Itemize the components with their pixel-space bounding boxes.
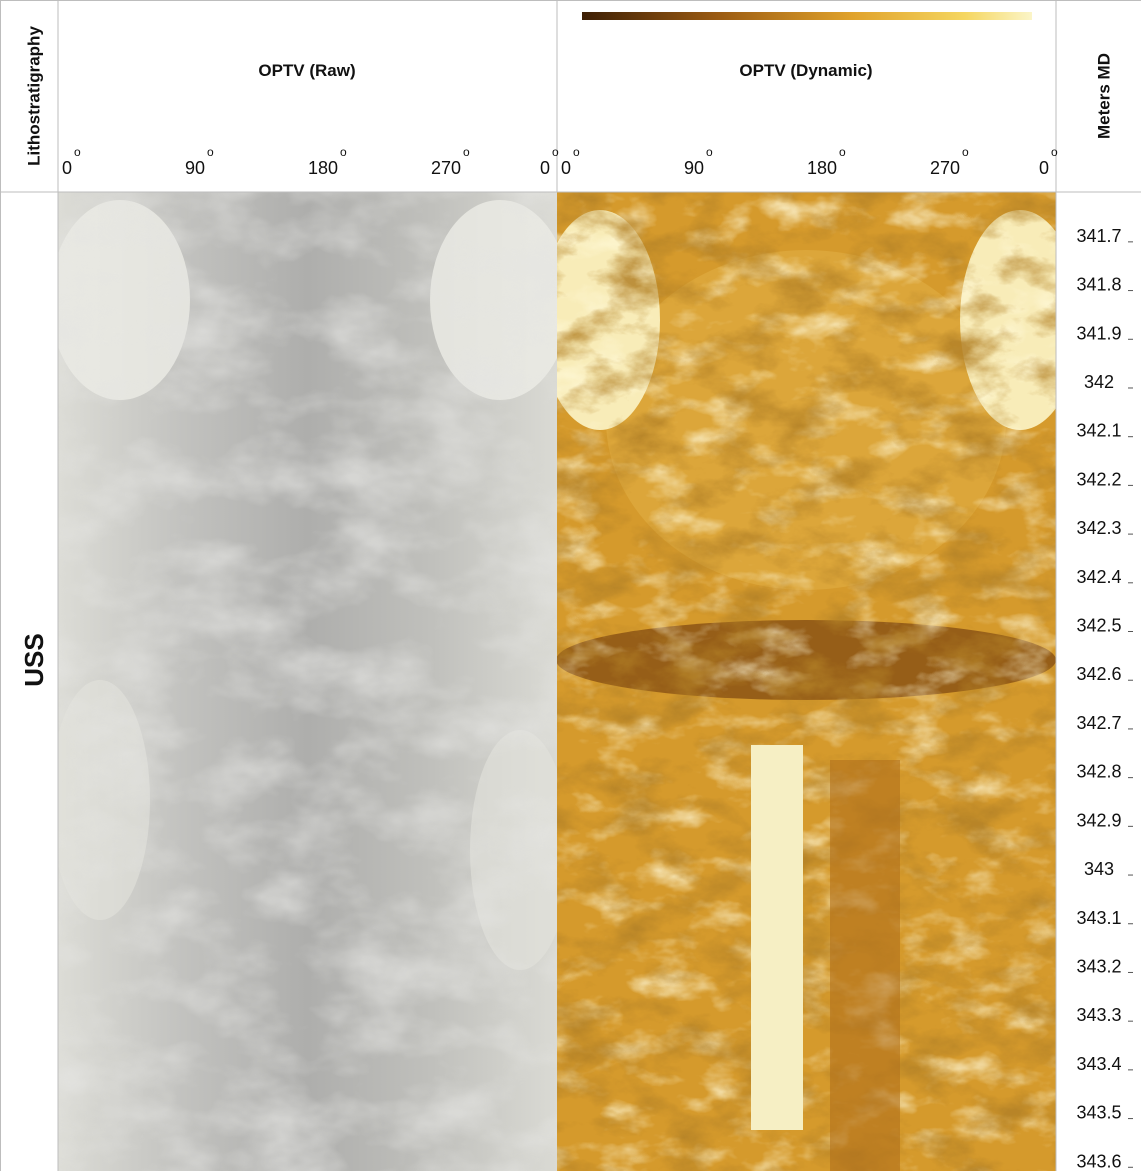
color-bar xyxy=(582,12,1032,20)
degree-mark: o xyxy=(74,145,81,159)
depth-label: 343.1 xyxy=(1076,908,1121,928)
azimuth-label: 180 xyxy=(807,158,837,178)
depth-label: 342.1 xyxy=(1076,421,1121,441)
degree-mark: o xyxy=(463,145,470,159)
depth-label: 342 xyxy=(1084,372,1114,392)
column-title: Lithostratigraphy xyxy=(24,26,43,166)
depth-label: 342.8 xyxy=(1076,762,1121,782)
depth-label: 343.6 xyxy=(1076,1151,1121,1171)
azimuth-label: 90 xyxy=(684,158,704,178)
azimuth-label: 180 xyxy=(308,158,338,178)
column-title: Meters MD xyxy=(1094,53,1113,139)
depth-label: 342.4 xyxy=(1076,567,1121,587)
depth-label: 343.3 xyxy=(1076,1005,1121,1025)
depth-label: 343.5 xyxy=(1076,1103,1121,1123)
raw-image xyxy=(58,192,557,1171)
degree-mark: o xyxy=(340,145,347,159)
azimuth-label: 270 xyxy=(930,158,960,178)
depth-label: 342.9 xyxy=(1076,810,1121,830)
degree-mark: o xyxy=(706,145,713,159)
azimuth-label: 0 xyxy=(1039,158,1049,178)
azimuth-label: 0 xyxy=(540,158,550,178)
degree-mark: o xyxy=(207,145,214,159)
degree-mark: o xyxy=(1051,145,1058,159)
depth-label: 342.3 xyxy=(1076,518,1121,538)
azimuth-label: 0 xyxy=(62,158,72,178)
azimuth-label: 0 xyxy=(561,158,571,178)
degree-mark: o xyxy=(552,145,559,159)
azimuth-label: 270 xyxy=(431,158,461,178)
depth-label: 342.6 xyxy=(1076,664,1121,684)
dynamic-image xyxy=(557,192,1056,1171)
column-title: OPTV (Dynamic) xyxy=(739,61,872,80)
column-title: OPTV (Raw) xyxy=(258,61,355,80)
degree-mark: o xyxy=(839,145,846,159)
depth-label: 341.8 xyxy=(1076,275,1121,295)
depth-label: 343.2 xyxy=(1076,956,1121,976)
depth-label: 343.4 xyxy=(1076,1054,1121,1074)
depth-label: 341.7 xyxy=(1076,226,1121,246)
depth-label: 343 xyxy=(1084,859,1114,879)
depth-label: 342.5 xyxy=(1076,616,1121,636)
depth-label: 341.9 xyxy=(1076,323,1121,343)
depth-label: 342.7 xyxy=(1076,713,1121,733)
depth-label: 342.2 xyxy=(1076,469,1121,489)
azimuth-label: 90 xyxy=(185,158,205,178)
degree-mark: o xyxy=(962,145,969,159)
unit-label: USS xyxy=(19,633,49,686)
degree-mark: o xyxy=(573,145,580,159)
